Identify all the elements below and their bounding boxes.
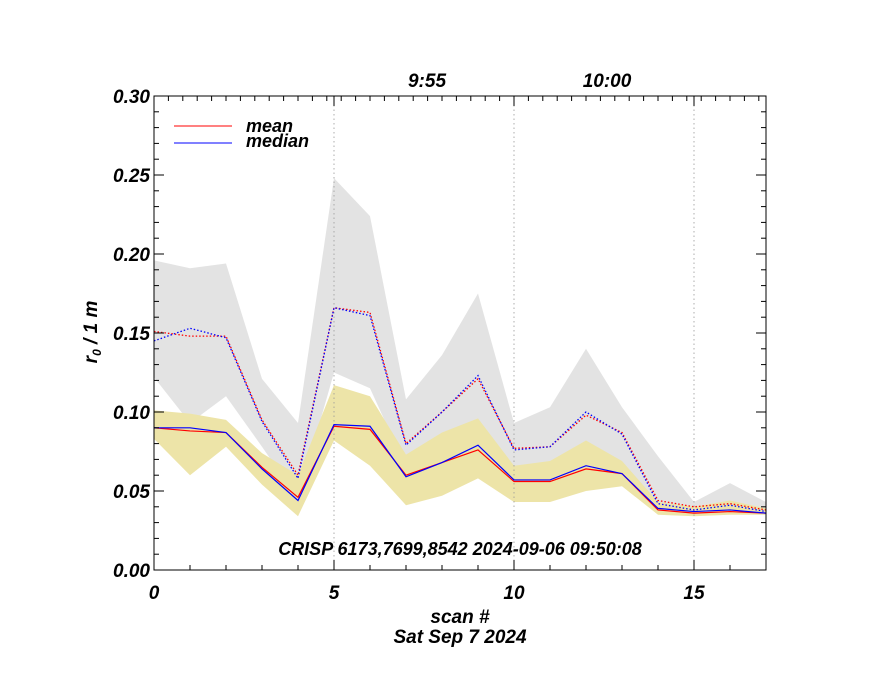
spread-bands <box>154 178 766 517</box>
y-tick-label-4: 0.20 <box>113 245 150 266</box>
y-tick-label-0: 0.00 <box>113 561 150 582</box>
y-axis-title: r0 / 1 m <box>81 301 104 364</box>
band-0 <box>154 178 766 515</box>
chart-annotation: CRISP 6173,7699,8542 2024-09-06 09:50:08 <box>278 539 642 559</box>
y-tick-label-5: 0.25 <box>113 166 150 187</box>
series-line-1 <box>154 424 767 514</box>
time-tick-label-1: 9:55 <box>408 71 446 92</box>
y-tick-label-1: 0.05 <box>113 482 150 503</box>
legend: mean median <box>174 116 309 151</box>
series-line-3 <box>153 306 767 513</box>
y-axis-title-main: r <box>81 354 102 363</box>
series-line-2 <box>153 306 767 511</box>
x-tick-label-1: 5 <box>329 583 340 604</box>
axes <box>153 95 767 571</box>
axis-labels: 0 5 10 15 0.00 0.05 0.10 0.15 0.20 0.25 0.30 9:55 10… <box>113 71 705 604</box>
legend-label-median: median <box>246 131 309 151</box>
series-line-0 <box>153 425 767 514</box>
legend-label-mean: mean <box>246 116 293 136</box>
band-1 <box>154 385 766 517</box>
chart-subtitle: Sat Sep 7 2024 <box>393 627 527 648</box>
y-tick-label-2: 0.10 <box>113 403 150 424</box>
x-tick-label-0: 0 <box>149 583 160 604</box>
time-tick-label-2: 10:00 <box>583 71 632 92</box>
y-axis-title-rest: / 1 m <box>81 301 102 350</box>
x-tick-label-3: 15 <box>683 583 705 604</box>
y-tick-label-6: 0.30 <box>113 87 150 108</box>
series-lines <box>153 306 767 514</box>
y-tick-label-3: 0.15 <box>113 324 150 345</box>
y-axis-title-sub: 0 <box>90 349 104 356</box>
x-axis-title: scan # <box>430 607 490 628</box>
x-tick-label-2: 10 <box>503 583 525 604</box>
